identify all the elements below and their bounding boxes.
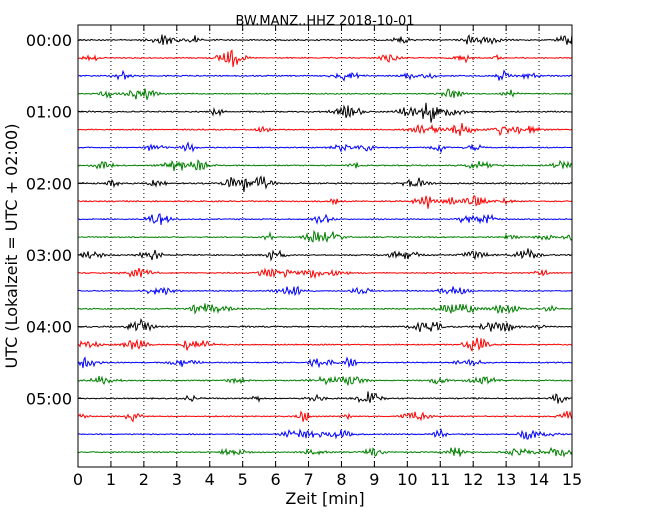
trace-0430	[77, 356, 573, 369]
y-tick-label: 05:00	[26, 389, 72, 408]
x-tick-label: 0	[73, 470, 83, 489]
x-axis-label: Zeit [min]	[285, 489, 364, 508]
trace-0345	[77, 303, 573, 315]
trace-0100	[77, 102, 573, 123]
y-tick-label: 00:00	[26, 31, 72, 50]
trace-0015	[77, 49, 573, 68]
trace-0400	[77, 318, 573, 333]
x-tick-label: 2	[139, 470, 149, 489]
trace-0445	[77, 375, 573, 386]
y-tick-label: 04:00	[26, 318, 72, 337]
trace-0200	[77, 175, 573, 193]
trace-0330	[77, 285, 573, 297]
trace-layer	[77, 33, 573, 458]
trace-0115	[77, 123, 573, 137]
trace-0245	[77, 229, 573, 244]
trace-0515	[77, 410, 573, 423]
trace-0530	[77, 427, 573, 440]
trace-0045	[77, 88, 573, 100]
y-axis-label: UTC (Lokalzeit = UTC + 02:00)	[2, 124, 21, 369]
y-tick-label: 01:00	[26, 103, 72, 122]
x-tick-label: 6	[271, 470, 281, 489]
x-tick-label: 9	[369, 470, 379, 489]
chart-title: BW.MANZ..HHZ 2018-10-01	[235, 14, 414, 29]
x-tick-label: 14	[529, 470, 549, 489]
trace-0230	[77, 213, 573, 225]
x-tick-label: 13	[496, 470, 516, 489]
vertical-grid	[110, 25, 540, 467]
y-tick-label: 02:00	[26, 174, 72, 193]
trace-0145	[77, 159, 573, 172]
x-tick-label: 8	[336, 470, 346, 489]
trace-0500	[77, 391, 573, 404]
x-tick-label: 10	[397, 470, 417, 489]
trace-0000	[77, 33, 573, 46]
trace-0315	[77, 267, 573, 280]
trace-0215	[77, 194, 573, 209]
x-tick-label: 1	[106, 470, 116, 489]
y-axis-ticks: 00:00 01:00 02:00 03:00 04:00 05:00	[26, 31, 84, 408]
trace-0030	[77, 69, 573, 82]
trace-0415	[77, 337, 573, 353]
plot-frame	[77, 24, 573, 468]
x-tick-label: 11	[430, 470, 450, 489]
x-tick-label: 5	[238, 470, 248, 489]
x-tick-label: 12	[463, 470, 483, 489]
x-tick-label: 15	[562, 470, 582, 489]
x-axis-ticks: 0 1 2 3 4 5 6 7 8 9 10 11 12 13 14 15	[73, 25, 582, 489]
trace-0300	[77, 248, 573, 262]
x-tick-label: 4	[205, 470, 215, 489]
x-tick-label: 7	[303, 470, 313, 489]
trace-0130	[77, 141, 573, 154]
x-tick-label: 3	[172, 470, 182, 489]
trace-0545	[77, 446, 573, 458]
y-tick-label: 03:00	[26, 246, 72, 265]
